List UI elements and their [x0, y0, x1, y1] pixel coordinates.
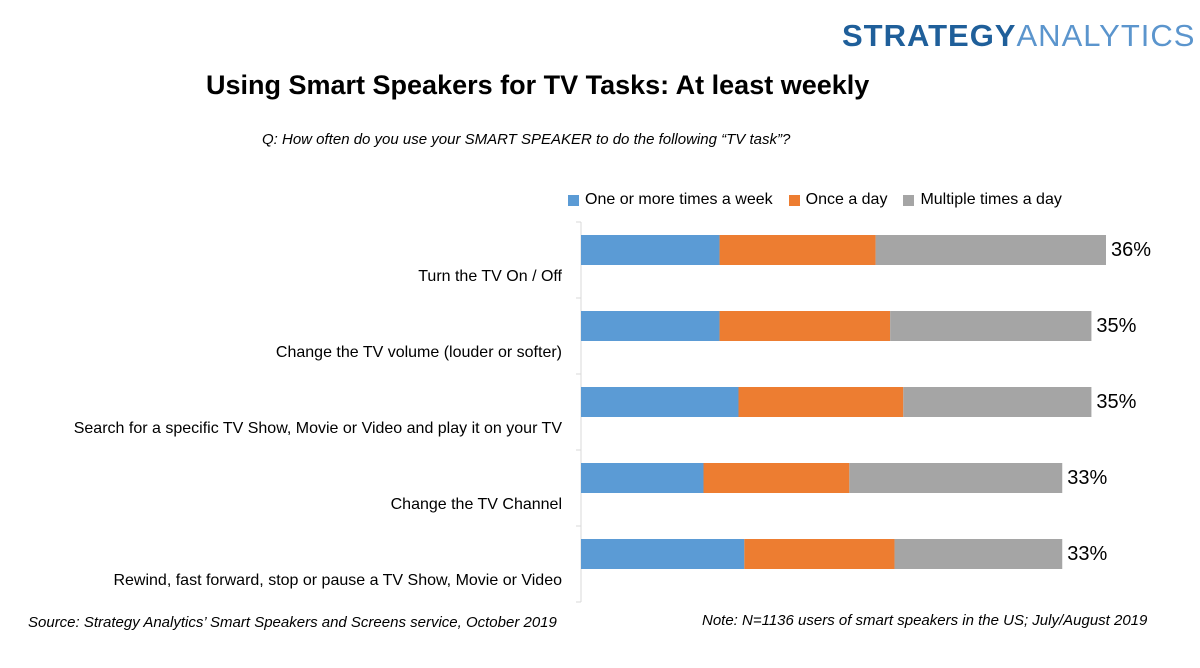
bar-daily-1	[719, 235, 876, 265]
legend-item-weekly: One or more times a week	[568, 191, 773, 209]
strategy-analytics-logo: STRATEGYANALYTICS	[842, 18, 1195, 54]
total-label-1: 36%	[1111, 239, 1151, 261]
total-label-3: 35%	[1096, 391, 1136, 413]
bar-multiple-4	[849, 463, 1063, 493]
total-label-5: 33%	[1067, 543, 1107, 565]
logo-part2: ANALYTICS	[1016, 18, 1196, 53]
bar-multiple-1	[875, 235, 1106, 265]
bar-multiple-5	[894, 539, 1063, 569]
survey-question: Q: How often do you use your SMART SPEAK…	[262, 131, 791, 148]
legend-label-weekly: One or more times a week	[585, 191, 773, 208]
source-note: Source: Strategy Analytics’ Smart Speake…	[28, 614, 557, 631]
bar-daily-2	[719, 311, 891, 341]
bar-multiple-2	[890, 311, 1092, 341]
legend-swatch-weekly	[568, 194, 579, 206]
legend-label-multiple: Multiple times a day	[920, 191, 1062, 208]
bar-weekly-5	[581, 539, 745, 569]
total-label-4: 33%	[1067, 467, 1107, 489]
bar-daily-5	[744, 539, 895, 569]
bar-daily-4	[703, 463, 850, 493]
category-label-4: Change the TV Channel	[391, 496, 562, 513]
bar-weekly-2	[581, 311, 720, 341]
category-label-1: Turn the TV On / Off	[418, 268, 562, 285]
legend-item-multiple: Multiple times a day	[903, 191, 1062, 209]
category-label-3: Search for a specific TV Show, Movie or …	[74, 420, 563, 437]
sample-note: Note: N=1136 users of smart speakers in …	[702, 612, 1148, 629]
category-label-2: Change the TV volume (louder or softer)	[276, 344, 562, 361]
logo-part1: STRATEGY	[842, 18, 1017, 53]
legend-label-daily: Once a day	[805, 191, 888, 208]
bar-weekly-1	[581, 235, 720, 265]
legend-swatch-multiple	[903, 194, 915, 206]
category-label-5: Rewind, fast forward, stop or pause a TV…	[113, 572, 562, 589]
bar-daily-3	[738, 387, 904, 417]
total-label-2: 35%	[1096, 315, 1136, 337]
bar-multiple-3	[903, 387, 1092, 417]
chart-legend: One or more times a week Once a day Mult…	[568, 191, 1062, 209]
bar-weekly-4	[581, 463, 704, 493]
legend-item-daily: Once a day	[788, 191, 888, 209]
chart-title: Using Smart Speakers for TV Tasks: At le…	[206, 70, 870, 100]
bar-weekly-3	[581, 387, 739, 417]
legend-swatch-daily	[788, 194, 800, 206]
